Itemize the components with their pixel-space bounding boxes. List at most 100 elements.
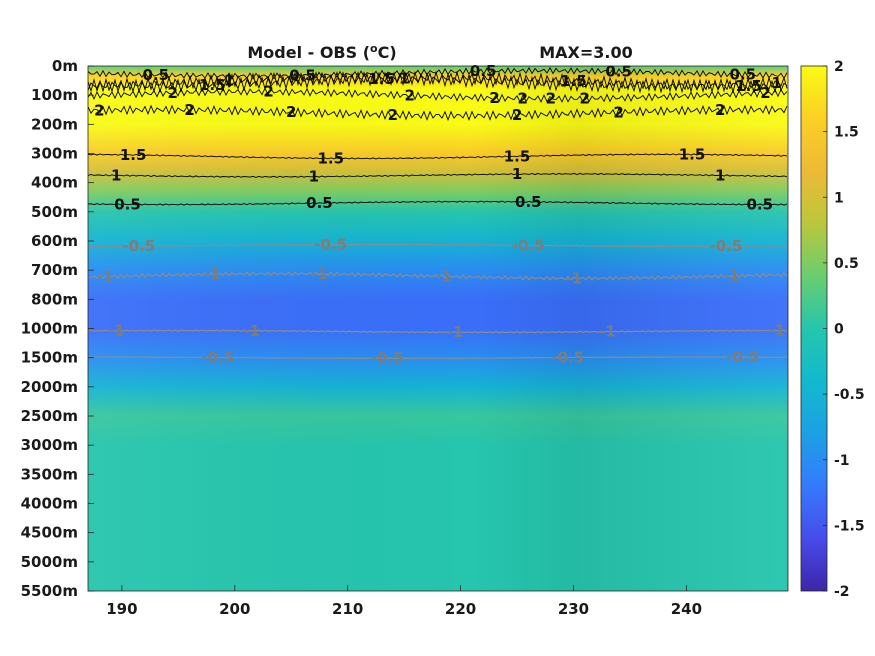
contour-label: 0.5 (515, 193, 542, 211)
contour-label: -0.5 (551, 348, 584, 366)
contour-label: 2 (388, 106, 398, 124)
contour-label: 0.5 (605, 63, 632, 81)
contour-label: -1 (447, 323, 464, 341)
contour-label: 1 (771, 74, 781, 92)
chart-title: Model - OBS (oC) (247, 42, 396, 62)
y-tick-label: 600m (31, 232, 78, 250)
contour-label: -1 (97, 268, 114, 286)
heatmap-shading (88, 66, 788, 591)
y-tick-label: 2000m (21, 378, 78, 396)
contour-label: 2 (405, 86, 415, 104)
contour-line (88, 104, 788, 121)
contour-label: -0.5 (122, 237, 155, 255)
colorbar-tick-label: 1.5 (834, 125, 859, 141)
y-tick-label: 2500m (21, 407, 78, 425)
contour-line (88, 200, 788, 206)
y-tick-label: 300m (31, 145, 78, 163)
y-tick-label: 3500m (21, 465, 78, 483)
contour-label: 2 (580, 89, 590, 107)
contour-label: -0.5 (726, 348, 759, 366)
contour-label: 1 (224, 72, 234, 90)
contour-label: 0.5 (289, 66, 316, 84)
x-axis: 190 200 210 220 230 240 (106, 585, 702, 618)
y-tick-label: 500m (31, 203, 78, 221)
colorbar-bar (800, 65, 828, 592)
contour-line (88, 87, 788, 103)
contour-label: 1.5 (735, 77, 762, 95)
x-tick-label: 200 (219, 600, 250, 618)
plot-area: 0.5 0.5 0.5 0.5 0.51.5 1.5 1.5 1.51 1 12 2 2 2 2 2 2 22 2… (87, 62, 789, 592)
contour-label: -1 (723, 267, 740, 285)
contour-label: 1 (309, 168, 319, 186)
contour-label: 2 (263, 83, 273, 101)
contour-label: 1 (399, 70, 409, 88)
contour-label: -0.5 (201, 349, 234, 367)
contour-label: 0.5 (730, 66, 757, 84)
contour-label: -1 (243, 322, 260, 340)
y-tick-label: 3000m (21, 436, 78, 454)
contour-label: 0.5 (470, 62, 497, 80)
colorbar-tick-label: 0.5 (834, 256, 859, 272)
contour-label: 2 (715, 101, 725, 119)
y-tick-label: 200m (31, 115, 78, 133)
colorbar: 2 1.5 1 0.5 0 -0.5 -1 -1.5 -2 (800, 59, 865, 600)
x-tick-label: 210 (332, 600, 363, 618)
colorbar-tick-label: -0.5 (834, 387, 865, 403)
contour-line (88, 243, 788, 248)
max-label: MAX=3.00 (539, 43, 633, 62)
contour-label: 1.5 (560, 72, 587, 90)
y-tick-label: 800m (31, 290, 78, 308)
contour-label: -1 (435, 267, 452, 285)
contour-label: 2 (512, 106, 522, 124)
contour-line (88, 66, 788, 80)
contour-label: 2 (760, 84, 770, 102)
x-tick-label: 220 (445, 600, 476, 618)
colorbar-tick-label: -1 (834, 453, 850, 469)
y-tick-label: 100m (31, 86, 78, 104)
contour-label: 1 (111, 166, 121, 184)
colorbar-tick-label: -2 (834, 584, 850, 600)
contour-line (88, 71, 788, 94)
contour-label: 1.5 (504, 147, 531, 165)
contour-label: 0.5 (114, 195, 141, 213)
contour-label: -0.5 (371, 349, 404, 367)
x-tick-label: 240 (671, 600, 702, 618)
colorbar-tick-label: 2 (834, 59, 844, 75)
contour-label: 1 (715, 166, 725, 184)
x-tick-label: 230 (558, 600, 589, 618)
contour-label: -0.5 (709, 237, 742, 255)
contour-label: 2 (167, 84, 177, 102)
contour-label: 2 (184, 101, 194, 119)
contour-label: 2 (286, 103, 296, 121)
y-tick-label: 1500m (21, 349, 78, 367)
x-tick-label: 190 (106, 600, 137, 618)
contour-line (88, 329, 788, 334)
y-tick-label: 4500m (21, 524, 78, 542)
contour-label: 0.5 (142, 66, 169, 84)
contour-label: -1 (768, 322, 785, 340)
contour-label: 2 (489, 89, 499, 107)
y-tick-label: 400m (31, 174, 78, 192)
y-tick-label: 5000m (21, 553, 78, 571)
contour-label: 2 (517, 89, 527, 107)
contour-label: 0.5 (306, 194, 333, 212)
contour-label: -1 (108, 322, 125, 340)
contour-label: 0.5 (746, 196, 773, 214)
contour-labels: 0.5 0.5 0.5 0.5 0.51.5 1.5 1.5 1.51 1 12 2 2 2 2 2 2 22 2… (94, 62, 785, 367)
colorbar-tick-label: 0 (834, 322, 844, 338)
contour-line (88, 70, 788, 94)
y-tick-label: 4000m (21, 495, 78, 513)
contour-label: 1.5 (679, 145, 706, 163)
colorbar-tick-label: 1 (834, 190, 844, 206)
contour-label: 2 (94, 101, 104, 119)
y-tick-label: 0m (52, 57, 78, 75)
contour-line (88, 356, 788, 360)
contour-label: -1 (599, 323, 616, 341)
contour-label: 1 (512, 165, 522, 183)
contour-label: -1 (311, 265, 328, 283)
y-tick-label: 1000m (21, 320, 78, 338)
contour-line (88, 172, 788, 178)
contour-label: 2 (613, 103, 623, 121)
contour-label: 1.5 (317, 149, 344, 167)
